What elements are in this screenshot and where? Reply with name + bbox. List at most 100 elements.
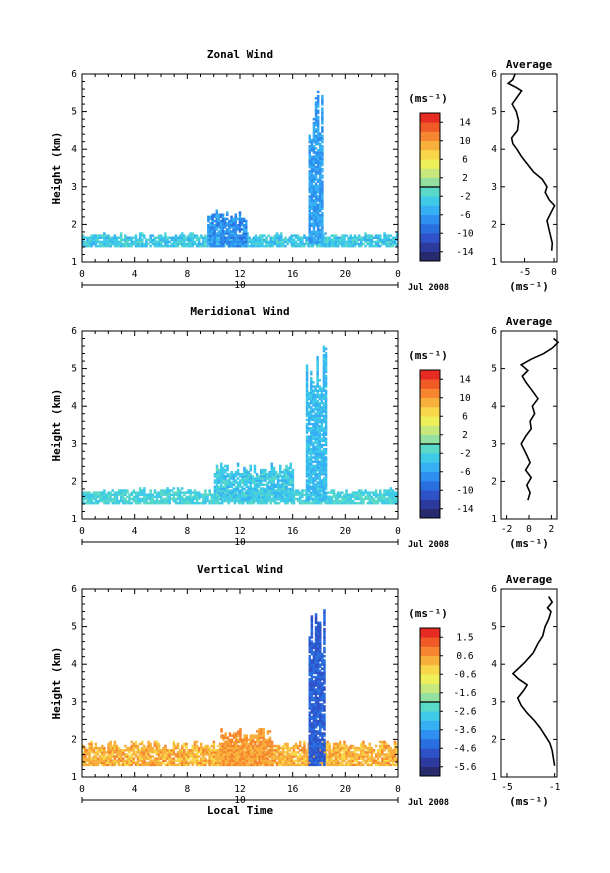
heatmap-cell — [126, 757, 129, 760]
heatmap-cell — [321, 126, 324, 129]
heatmap-cell — [274, 483, 278, 486]
heatmap-cell — [345, 497, 348, 501]
heatmap-cell — [210, 495, 214, 499]
heatmap-cell — [202, 501, 205, 505]
heatmap-cell — [324, 450, 328, 453]
heatmap-cell — [257, 479, 261, 482]
heatmap-cell — [241, 491, 244, 495]
heatmap-cell — [292, 242, 296, 246]
heatmap-cell — [220, 475, 223, 478]
heatmap-cell — [151, 495, 155, 499]
heatmap-cell — [312, 193, 316, 196]
heatmap-cell — [314, 393, 317, 397]
heatmap-cell — [324, 416, 328, 420]
heatmap-cell — [183, 242, 186, 246]
heatmap-cell — [277, 242, 281, 246]
heatmap-cell — [228, 238, 231, 242]
heatmap-cell — [349, 236, 353, 239]
heatmap-cell — [247, 487, 250, 491]
heatmap-cell — [299, 493, 302, 496]
heatmap-cell — [147, 238, 150, 242]
heatmap-cell — [172, 499, 176, 503]
heatmap-cell — [141, 232, 144, 235]
heatmap-cell — [90, 501, 93, 505]
heatmap-cell — [314, 441, 317, 445]
heatmap-cell — [314, 431, 317, 434]
heatmap-cell — [319, 155, 322, 158]
heatmap-cell — [174, 497, 178, 501]
heatmap-cell — [270, 475, 274, 478]
heatmap-cell — [277, 240, 281, 244]
heatmap-cell — [101, 244, 104, 248]
heatmap-cell — [360, 242, 363, 246]
heatmap-cell — [138, 244, 142, 248]
heatmap-cell — [328, 499, 332, 503]
heatmap-cell — [266, 477, 269, 480]
heatmap-cell — [113, 242, 117, 246]
heatmap-cell — [310, 485, 313, 489]
heatmap-cell — [183, 763, 186, 767]
heatmap-cell — [291, 487, 295, 491]
heatmap-cell — [314, 433, 317, 436]
heatmap-cell — [253, 481, 257, 484]
heatmap-cell — [345, 489, 348, 492]
heatmap-cell — [316, 441, 319, 445]
heatmap-cell — [309, 242, 313, 246]
heatmap-cell — [312, 122, 316, 125]
heatmap-cell — [209, 238, 212, 242]
heatmap-cell — [376, 242, 380, 246]
heatmap-cell — [328, 749, 332, 752]
heatmap-cell — [143, 244, 146, 248]
heatmap-cell — [124, 489, 127, 492]
heatmap-cell — [221, 228, 225, 231]
heatmap-cell — [255, 477, 259, 480]
heatmap-cell — [126, 489, 129, 492]
heatmap-cell — [217, 215, 221, 219]
heatmap-cell — [86, 240, 89, 244]
heatmap-cell — [216, 499, 220, 503]
heatmap-cell — [217, 487, 221, 491]
heatmap-cell — [101, 763, 104, 767]
heatmap-cell — [141, 497, 144, 501]
heatmap-cell — [172, 753, 176, 756]
heatmap-cell — [143, 755, 146, 758]
heatmap-cell — [189, 489, 192, 492]
heatmap-cell — [328, 751, 332, 754]
heatmap-cell — [122, 759, 125, 762]
heatmap-cell — [234, 224, 238, 227]
colorbar-segment — [420, 379, 440, 389]
heatmap-cell — [308, 159, 312, 163]
heatmap-cell — [303, 753, 306, 756]
heatmap-cell — [318, 448, 322, 451]
heatmap-cell — [322, 385, 326, 388]
heatmap-cell — [162, 499, 165, 503]
heatmap-cell — [197, 497, 201, 501]
heatmap-cell — [364, 489, 367, 492]
heatmap-cell — [292, 749, 296, 752]
heatmap-cell — [174, 755, 178, 758]
heatmap-cell — [191, 244, 195, 248]
heatmap-cell — [277, 757, 281, 760]
heatmap-cell — [345, 744, 348, 748]
heatmap-cell — [307, 468, 311, 472]
heatmap-cell — [261, 234, 264, 237]
heatmap-cell — [94, 495, 98, 499]
heatmap-cell — [316, 439, 319, 443]
heatmap-cell — [176, 487, 180, 490]
heatmap-cell — [299, 240, 302, 244]
heatmap-cell — [124, 236, 127, 239]
heatmap-cell — [151, 746, 155, 750]
heatmap-cell — [289, 464, 293, 468]
heatmap-cell — [263, 749, 266, 752]
heatmap-cell — [314, 170, 318, 173]
heatmap-cell — [312, 466, 315, 470]
heatmap-cell — [312, 151, 316, 154]
heatmap-cell — [267, 755, 270, 758]
heatmap-cell — [347, 495, 350, 499]
heatmap-cell — [314, 435, 317, 438]
heatmap-cell — [268, 498, 271, 501]
heatmap-cell — [178, 759, 182, 762]
heatmap-cell — [286, 238, 289, 242]
heatmap-cell — [347, 759, 350, 762]
heatmap-cell — [287, 471, 290, 474]
